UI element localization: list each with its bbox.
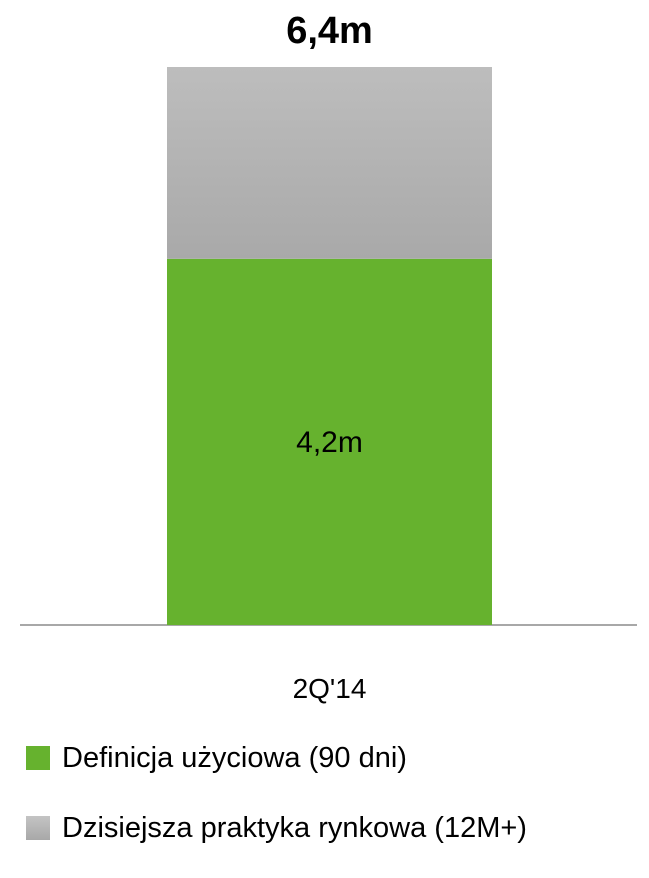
legend-item-praktyka: Dzisiejsza praktyka rynkowa (12M+) bbox=[26, 808, 646, 848]
bar-total-label: 6,4m bbox=[286, 10, 373, 52]
chart: 4,2m 6,4m 2Q'14 Definicja użyciowa (90 dni… bbox=[20, 10, 637, 844]
legend-label-praktyka: Dzisiejsza praktyka rynkowa (12M+) bbox=[62, 811, 527, 844]
chart-plot: 4,2m 6,4m 2Q'14 bbox=[20, 10, 637, 704]
legend-swatch-definicja bbox=[26, 746, 50, 770]
bar-segment-praktyka bbox=[167, 67, 492, 259]
x-tick-label: 2Q'14 bbox=[293, 673, 367, 704]
legend-label-definicja: Definicja użyciowa (90 dni) bbox=[62, 741, 407, 774]
legend: Definicja użyciowa (90 dni) Dzisiejsza p… bbox=[26, 738, 646, 878]
legend-item-definicja: Definicja użyciowa (90 dni) bbox=[26, 738, 646, 778]
bar-value-label: 4,2m bbox=[296, 426, 363, 459]
legend-swatch-praktyka bbox=[26, 816, 50, 840]
bar-segment-definicja bbox=[167, 258, 492, 625]
